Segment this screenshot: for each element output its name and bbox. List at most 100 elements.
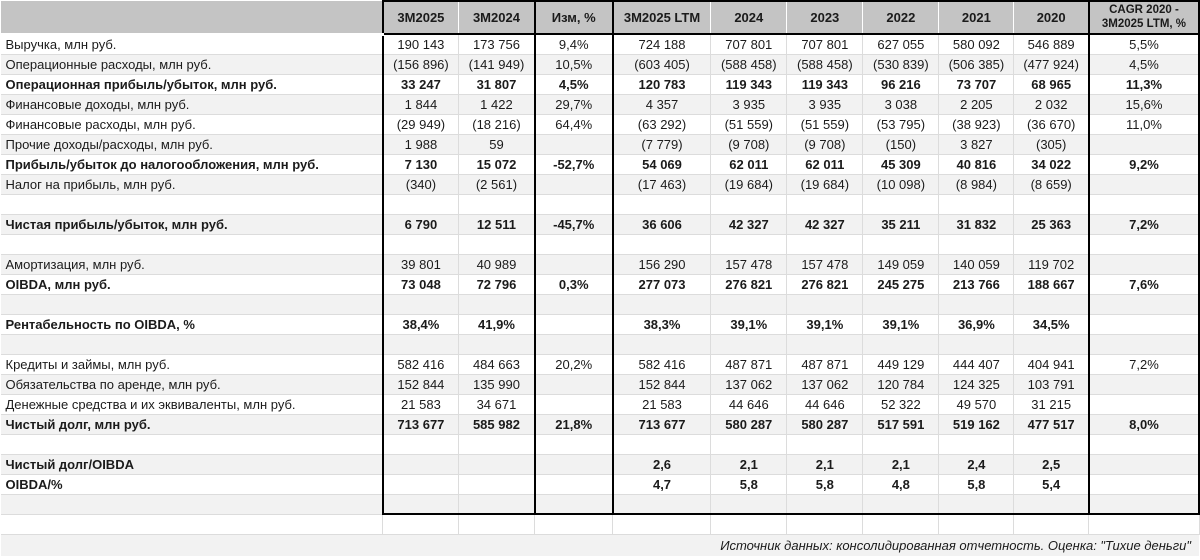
value-cell: 42 327 <box>710 214 788 235</box>
value-cell: 36 606 <box>611 214 712 235</box>
value-cell <box>938 234 1015 255</box>
value-cell: 152 844 <box>611 374 712 395</box>
value-cell <box>786 294 864 315</box>
table-header: 3М2025 3М2024 Изм, % 3М2025 LTM 2024 2023 2022… <box>0 0 1200 36</box>
value-cell <box>1087 294 1200 315</box>
value-cell: (19 684) <box>786 174 864 195</box>
value-cell: 0,3% <box>533 274 614 295</box>
value-cell <box>862 434 940 455</box>
value-cell <box>1013 294 1090 315</box>
table-row <box>0 434 1200 455</box>
value-cell: -45,7% <box>533 214 614 235</box>
value-cell <box>862 294 940 315</box>
value-cell: 157 478 <box>710 254 788 275</box>
value-cell: 1 422 <box>458 94 536 115</box>
value-cell: 276 821 <box>710 274 788 295</box>
table-row <box>0 334 1200 355</box>
value-cell: (51 559) <box>710 114 788 135</box>
value-cell: 39,1% <box>710 314 788 335</box>
value-cell: 59 <box>458 134 536 155</box>
value-cell <box>862 494 940 515</box>
value-cell: 124 325 <box>938 374 1015 395</box>
value-cell: 29,7% <box>533 94 614 115</box>
table-row: Финансовые расходы, млн руб. (29 949) (18 … <box>0 114 1200 135</box>
value-cell <box>710 294 788 315</box>
row-label: Операционные расходы, млн руб. <box>0 54 384 75</box>
table-row: Операционные расходы, млн руб. (156 896)(… <box>0 54 1200 75</box>
value-cell: 137 062 <box>786 374 864 395</box>
value-cell: 73 048 <box>381 274 460 295</box>
value-cell <box>786 494 864 515</box>
value-cell: 96 216 <box>862 74 940 95</box>
value-cell: 103 791 <box>1013 374 1090 395</box>
value-cell: 2,1 <box>786 454 864 475</box>
value-cell: (51 559) <box>786 114 864 135</box>
value-cell: (588 458) <box>710 54 788 75</box>
value-cell <box>1013 494 1090 515</box>
value-cell: 713 677 <box>611 414 712 435</box>
value-cell <box>611 294 712 315</box>
value-cell <box>1087 474 1200 495</box>
value-cell: 10,5% <box>533 54 614 75</box>
row-label: Операционная прибыль/убыток, млн руб. <box>0 74 384 95</box>
value-cell: 3 827 <box>938 134 1015 155</box>
value-cell: 44 646 <box>710 394 788 415</box>
table-row: OIBDA/% 4,7 5,8 5,8 4,8 5,8 5,4 <box>0 474 1200 495</box>
row-label: Выручка, млн руб. <box>0 34 384 55</box>
row-label: Чистая прибыль/убыток, млн руб. <box>0 214 384 235</box>
table-row: Чистый долг/OIBDA 2,6 2,1 2,1 2,1 2,4 2,5 <box>0 454 1200 475</box>
value-cell <box>533 134 614 155</box>
row-label <box>0 434 384 455</box>
value-cell: (9 708) <box>786 134 864 155</box>
value-cell: 15,6% <box>1087 94 1200 115</box>
spacer-cell <box>938 514 1015 535</box>
value-cell: 1 844 <box>381 94 460 115</box>
value-cell: 31 215 <box>1013 394 1090 415</box>
value-cell <box>533 434 614 455</box>
table-row: Налог на прибыль, млн руб. (340) (2 561) (1… <box>0 174 1200 195</box>
value-cell: (8 984) <box>938 174 1015 195</box>
value-cell: 39,1% <box>786 314 864 335</box>
value-cell <box>458 234 536 255</box>
col-header: 2022 <box>862 0 940 35</box>
value-cell: 477 517 <box>1013 414 1090 435</box>
row-label: Финансовые доходы, млн руб. <box>0 94 384 115</box>
value-cell: 580 287 <box>786 414 864 435</box>
value-cell: (53 795) <box>862 114 940 135</box>
value-cell <box>710 434 788 455</box>
row-label <box>0 234 384 255</box>
value-cell: 4,8 <box>862 474 940 495</box>
value-cell <box>710 334 788 355</box>
spacer-cell <box>534 514 614 535</box>
value-cell <box>458 494 536 515</box>
value-cell <box>862 334 940 355</box>
spacer-row <box>0 514 1200 535</box>
value-cell: 487 871 <box>710 354 788 375</box>
value-cell: 582 416 <box>381 354 460 375</box>
value-cell: 72 796 <box>458 274 536 295</box>
value-cell: (10 098) <box>862 174 940 195</box>
value-cell <box>611 334 712 355</box>
table-row <box>0 294 1200 315</box>
row-label: Налог на прибыль, млн руб. <box>0 174 384 195</box>
row-label <box>0 494 384 515</box>
spacer-cell <box>1088 514 1200 535</box>
value-cell: 2 032 <box>1013 94 1090 115</box>
value-cell: 11,0% <box>1087 114 1200 135</box>
value-cell: 188 667 <box>1013 274 1090 295</box>
col-header: Изм, % <box>533 0 614 35</box>
spacer-cell <box>786 514 864 535</box>
value-cell: (36 670) <box>1013 114 1090 135</box>
row-label <box>0 334 384 355</box>
value-cell: 173 756 <box>458 34 536 55</box>
value-cell: 120 783 <box>611 74 712 95</box>
col-header: 2021 <box>938 0 1015 35</box>
value-cell <box>381 454 460 475</box>
value-cell: 4 357 <box>611 94 712 115</box>
value-cell: 39 801 <box>381 254 460 275</box>
value-cell <box>458 334 536 355</box>
value-cell <box>533 234 614 255</box>
value-cell: 2 205 <box>938 94 1015 115</box>
value-cell <box>381 294 460 315</box>
value-cell: 245 275 <box>862 274 940 295</box>
